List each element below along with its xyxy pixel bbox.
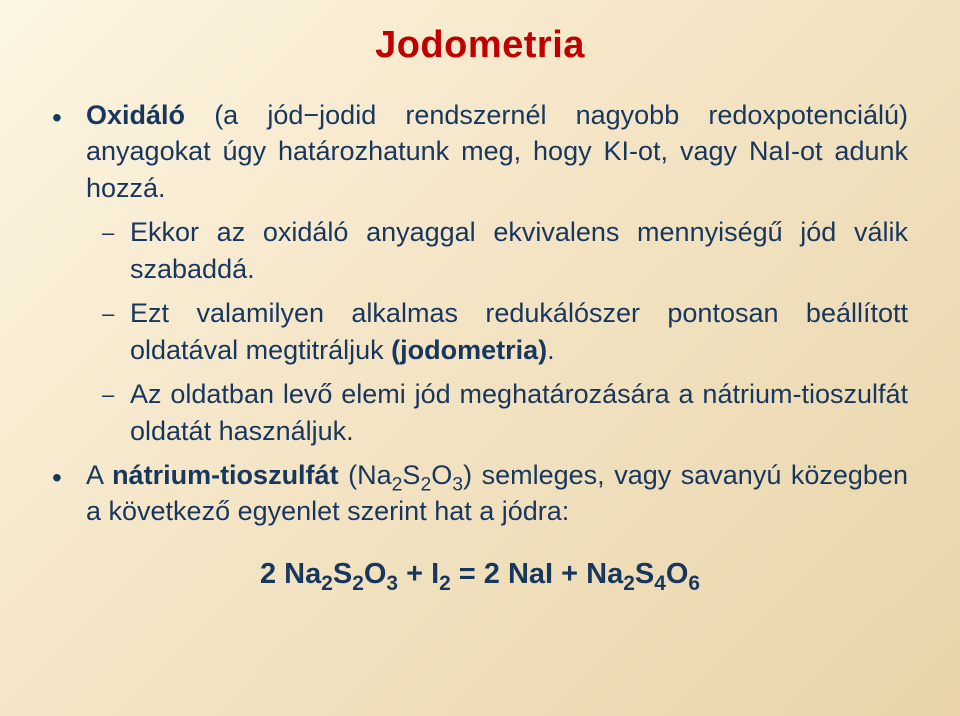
bullet-text: Oxidáló (a jód−jodid rendszernél nagyobb… [86,97,908,206]
bullet-text: Ezt valamilyen alkalmas redukálószer pon… [130,295,908,368]
bullet-marker: – [102,295,130,368]
bullet-level-1: •A nátrium-tioszulfát (Na2S2O3) semleges… [52,457,908,530]
bullet-text: Ekkor az oxidáló anyaggal ekvivalens men… [130,214,908,287]
bullet-level-2: –Az oldatban levő elemi jód meghatározás… [102,376,908,449]
bullet-marker: • [52,97,86,206]
bullet-marker: – [102,376,130,449]
chemical-equation: 2 Na2S2O3 + I2 = 2 NaI + Na2S4O6 [52,558,908,591]
bullet-text: Az oldatban levő elemi jód meghatározásá… [130,376,908,449]
bullet-level-2: –Ezt valamilyen alkalmas redukálószer po… [102,295,908,368]
bullet-level-1: •Oxidáló (a jód−jodid rendszernél nagyob… [52,97,908,206]
bullet-text: A nátrium-tioszulfát (Na2S2O3) semleges,… [86,457,908,530]
bullet-marker: • [52,457,86,530]
slide-body: •Oxidáló (a jód−jodid rendszernél nagyob… [52,97,908,530]
slide-title: Jodometria [52,24,908,67]
bullet-level-2: –Ekkor az oxidáló anyaggal ekvivalens me… [102,214,908,287]
bullet-marker: – [102,214,130,287]
